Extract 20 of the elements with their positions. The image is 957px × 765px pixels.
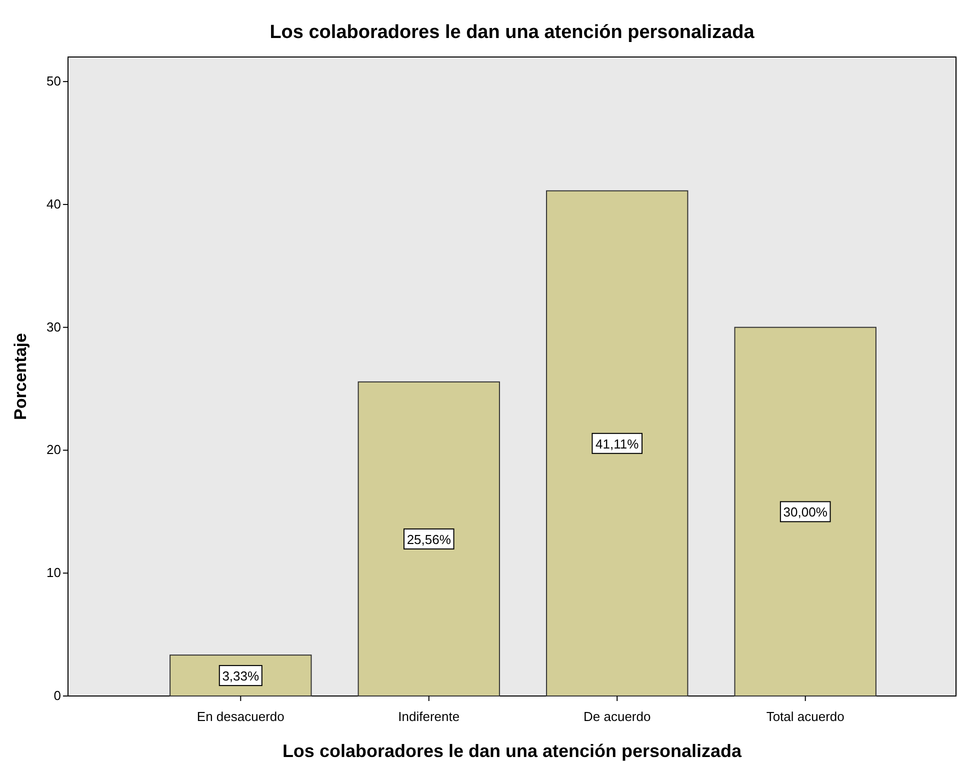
x-tick-label: De acuerdo [584,709,651,724]
y-tick-label: 30 [46,319,61,334]
data-label: 25,56% [406,532,452,547]
data-label: 3,33% [222,668,260,684]
chart-title: Los colaboradores le dan una atención personalizada [270,22,755,43]
x-tick-label: Indiferente [398,709,460,724]
y-tick-label: 50 [46,74,61,89]
x-axis-title: Los colaboradores le dan una atención personalizada [282,741,743,761]
bar [358,381,500,696]
bar [546,190,688,696]
y-axis-title: Porcentaje [11,333,30,420]
x-tick-label: Total acuerdo [766,709,844,724]
y-tick-label: 40 [46,196,61,212]
x-tick-label: En desacuerdo [196,709,284,724]
y-tick-label: 10 [46,565,61,580]
bar [734,326,876,696]
y-tick-label: 20 [46,442,61,458]
data-label: 41,11% [596,436,640,452]
y-tick-label: 0 [54,688,61,703]
data-label: 30,00% [783,504,828,520]
